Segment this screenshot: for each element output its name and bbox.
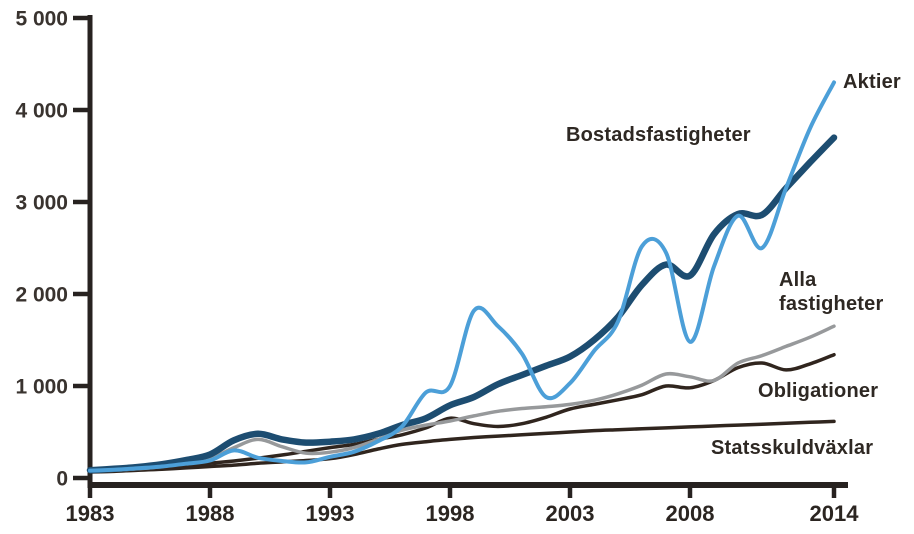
series-label-obligationer: Obligationer — [758, 380, 879, 402]
series-line-aktier — [88, 80, 836, 473]
series-line-bostadsfastigheter — [86, 134, 838, 474]
x-axis-tick-label: 1993 — [306, 501, 355, 526]
y-axis-tick-label: 3 000 — [15, 192, 68, 215]
series-lines — [86, 80, 838, 474]
y-axis-tick-label: 1 000 — [15, 376, 68, 399]
y-axis-tick-label: 0 — [56, 468, 68, 491]
series-label-aktier: Aktier — [843, 71, 901, 93]
x-axis-tick-label: 2014 — [810, 501, 860, 526]
x-axis-tick-label: 1998 — [426, 501, 475, 526]
series-label-alla-fastigheter-line2: fastigheter — [779, 293, 884, 315]
x-axis-tick-label: 2008 — [666, 501, 715, 526]
y-axis-tick-label: 4 000 — [15, 100, 68, 123]
y-axis-tick-label: 2 000 — [15, 284, 68, 307]
x-axis-tick-label: 2003 — [546, 501, 595, 526]
series-label-statsskuldvaxlar: Statsskuldväxlar — [711, 437, 874, 459]
series-label-bostadsfastigheter: Bostadsfastigheter — [566, 124, 751, 146]
series-label-alla-fastigheter: Alla fastigheter — [779, 268, 883, 316]
x-axis-tick-label: 1988 — [186, 501, 235, 526]
y-axis-tick-label: 5 000 — [15, 8, 68, 31]
x-axis-tick-label: 1983 — [66, 501, 115, 526]
series-label-alla-fastigheter-line1: Alla — [779, 269, 817, 291]
axes: 0 1 000 2 000 3 000 4 000 5 000 1983 1988 1993 19… — [15, 8, 859, 527]
series-line-statsskuldv-xlar — [88, 419, 836, 474]
